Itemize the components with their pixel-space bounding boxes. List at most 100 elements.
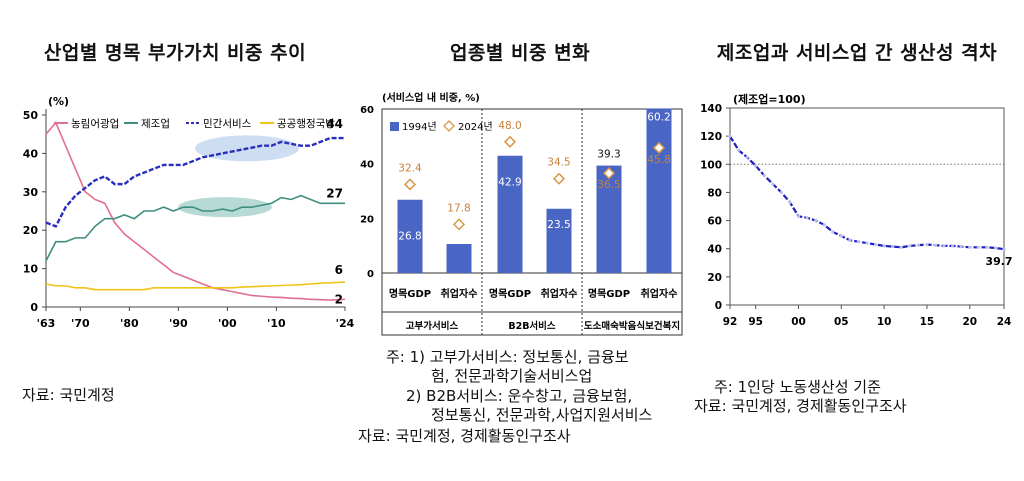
legend-label: 1994년 (402, 121, 437, 133)
data-point (951, 244, 955, 248)
y-tick-label: 0 (30, 301, 38, 314)
note-line: 험, 전문과학기술서비스업 (431, 367, 593, 385)
bar-value-label: 42.9 (498, 177, 521, 189)
group-label: 고부가서비스 (406, 320, 459, 332)
data-point (959, 245, 963, 249)
diamond-marker (452, 218, 466, 231)
bar (596, 165, 622, 273)
diamond-value-label: 48.0 (498, 120, 521, 132)
bar (546, 208, 572, 273)
legend-label: 2024년 (458, 121, 493, 133)
x-tick-label: '00 (218, 317, 237, 330)
y-tick-label: 40 (360, 160, 374, 171)
bar (497, 155, 523, 273)
category-label: 명목GDP (389, 287, 431, 300)
note-line: 2) B2B서비스: 운수창고, 금융보험, (406, 387, 633, 405)
data-point (814, 218, 818, 223)
diamond-value-label: 17.8 (447, 202, 470, 214)
diamond-marker (552, 172, 566, 185)
x-tick-label: 95 (748, 316, 763, 328)
note-line: 정보통신, 전문과학,사업지원서비스 (431, 406, 653, 424)
plot-frame (381, 108, 683, 336)
x-tick-label: 10 (877, 316, 892, 328)
data-point (728, 134, 732, 138)
data-point (805, 216, 809, 220)
data-point (831, 230, 835, 234)
data-point (779, 190, 783, 195)
legend-label: 제조업 (141, 117, 170, 130)
bar-value-label: 26.8 (398, 231, 421, 243)
data-point (771, 182, 775, 186)
y-axis-label: (서비스업 내 비중, %) (382, 91, 480, 104)
panel-title: 제조업과 서비스업 간 생산성 격차 (716, 42, 998, 64)
data-point (848, 238, 852, 242)
data-point (788, 200, 792, 204)
category-label: 명목GDP (588, 287, 630, 300)
data-point (891, 245, 895, 249)
bar-value-label: 23.5 (547, 219, 570, 231)
y-axis-label: (%) (48, 95, 69, 108)
y-tick-label: 10 (23, 263, 39, 276)
highlight-ellipse (177, 197, 272, 218)
bar (446, 244, 472, 273)
legend-label: 민간서비스 (203, 118, 252, 130)
y-tick-label: 140 (700, 103, 722, 115)
data-point (968, 245, 972, 249)
x-tick-label: '80 (120, 317, 139, 330)
y-tick-label: 50 (23, 109, 39, 122)
data-point (976, 245, 980, 249)
bar-value-label: 39.3 (597, 149, 620, 161)
note-line: 주: 1인당 노동생산성 기준 (714, 378, 881, 396)
category-label: 취업자수 (541, 287, 578, 300)
bar-value-label: 60.2 (647, 111, 670, 123)
series-line (729, 135, 1005, 251)
y-tick-label: 30 (23, 186, 39, 199)
panel-title: 산업별 명목 부가가치 비중 추이 (43, 42, 307, 64)
x-tick-label: '70 (71, 317, 90, 330)
data-point (899, 245, 903, 249)
chart-industry-share: 0 10 20 30 40 50 (%) '63 '70 '80 '90 '00 '10 '24 2 27 44… (23, 95, 355, 330)
panel-industry-share: 산업별 명목 부가가치 비중 추이 0 10 20 30 40 50 (%) '63 '70 '8… (0, 0, 355, 481)
x-tick-label: '63 (37, 317, 56, 330)
group-label: B2B서비스 (508, 320, 556, 332)
category-label: 명목GDP (489, 287, 531, 300)
diamond-value-label: 36.5 (597, 179, 620, 191)
panel-sector-share: 업종별 비중 변화 0 20 40 60 (서비스업 내 비중, %) 26.8 10.6 4… (350, 0, 690, 481)
x-tick-label: 00 (791, 316, 806, 328)
series-line-1 (45, 121, 346, 301)
data-point (822, 223, 826, 227)
data-point (993, 246, 998, 250)
plot-frame (729, 107, 1005, 306)
chart-sector-share: 0 20 40 60 (서비스업 내 비중, %) 26.8 10.6 42.9 23.5 39.… (360, 91, 683, 336)
data-point (916, 243, 920, 247)
data-point (796, 214, 801, 218)
x-tick-label: '10 (267, 317, 286, 330)
legend-swatch (443, 120, 455, 132)
data-point (736, 148, 741, 152)
note-line: 주: 1) 고부가서비스: 정보통신, 금융보 (386, 348, 629, 366)
data-point (925, 242, 929, 247)
source-note-left: 자료: 국민계정 (22, 386, 115, 404)
end-value-label: 39.7 (985, 255, 1012, 268)
group-label: 도소매숙박음식보건복지 (584, 320, 680, 332)
y-tick-label: 120 (700, 131, 722, 143)
data-point (865, 241, 869, 245)
series-line-2 (45, 194, 345, 262)
y-tick-label: 0 (367, 269, 374, 280)
data-point (985, 245, 989, 249)
chart-productivity-gap: 0 20 40 60 80 100 120 140 (제조업=100) 92 95 00 05 10 15 2… (700, 92, 1012, 328)
end-value-label: 2 (335, 292, 343, 306)
data-point (933, 243, 938, 247)
y-tick-label: 100 (700, 159, 722, 171)
end-value-label: 44 (326, 117, 343, 131)
data-point (754, 164, 758, 168)
y-tick-label: 20 (707, 272, 722, 284)
bar (397, 199, 423, 273)
series-line-3 (45, 136, 345, 228)
note-line: 자료: 국민계정, 경제활동인구조사 (694, 397, 907, 415)
diamond-marker (602, 167, 616, 180)
legend-label: 공공행정국방 (277, 118, 335, 130)
panel-productivity-gap: 제조업과 서비스업 간 생산성 격차 0 20 40 60 80 100 120 140 (제조… (690, 0, 1024, 481)
category-label: 취업자수 (441, 287, 478, 300)
bar-value-label: 10.6 (447, 221, 471, 233)
